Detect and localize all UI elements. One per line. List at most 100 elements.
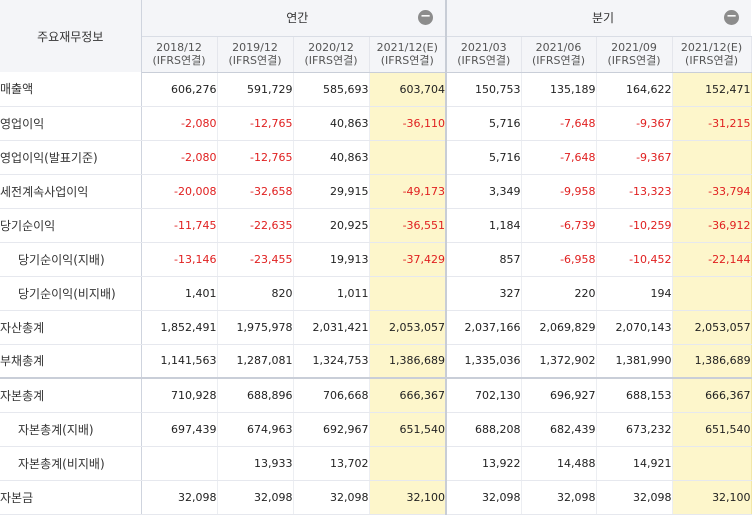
period-basis: (IFRS연결) <box>607 54 661 67</box>
period-header: 2019/12 (IFRS연결) <box>217 36 294 73</box>
row-label[interactable]: 자산총계 <box>0 310 142 345</box>
value-cell: 19,913 <box>293 242 370 277</box>
table-row: 자본총계(비지배) 13,933 13,702 13,922 14,488 14,921 <box>0 446 752 481</box>
row-label[interactable]: 당기순이익(비지배) <box>0 276 142 311</box>
table-row: 매출액 606,276 591,729 585,693 603,704 150,753 13… <box>0 72 752 107</box>
value-cell: 29,915 <box>293 174 370 209</box>
period-header: 2021/12(E) (IFRS연결) <box>369 36 447 73</box>
row-label[interactable]: 자본총계 <box>0 378 142 413</box>
row-label[interactable]: 자본금 <box>0 480 142 515</box>
row-label[interactable]: 당기순이익 <box>0 208 142 243</box>
value-cell: -36,912 <box>672 208 752 243</box>
value-cell: 13,702 <box>293 446 370 481</box>
collapse-quarterly-icon[interactable]: − <box>724 10 740 25</box>
value-cell: -7,648 <box>521 140 597 175</box>
row-label[interactable]: 부채총계 <box>0 344 142 379</box>
value-cell: -33,794 <box>672 174 752 209</box>
annual-group-label: 연간 <box>286 11 309 26</box>
value-cell: 13,933 <box>217 446 294 481</box>
value-cell: 32,098 <box>445 480 522 515</box>
period-date: 2021/12(E) <box>376 41 438 54</box>
value-cell: 14,921 <box>596 446 673 481</box>
value-cell: 1,975,978 <box>217 310 294 345</box>
value-cell: 651,540 <box>369 412 447 447</box>
value-cell: 1,141,563 <box>141 344 218 379</box>
value-cell: -31,215 <box>672 106 752 141</box>
value-cell: 666,367 <box>672 378 752 413</box>
value-cell: 673,232 <box>596 412 673 447</box>
value-cell: 651,540 <box>672 412 752 447</box>
value-cell: -22,635 <box>217 208 294 243</box>
table-row: 영업이익 -2,080 -12,765 40,863 -36,110 5,716 -7,64… <box>0 106 752 141</box>
collapse-annual-icon[interactable]: − <box>418 10 434 25</box>
row-label[interactable]: 매출액 <box>0 72 142 107</box>
period-basis: (IFRS연결) <box>685 54 739 67</box>
value-cell: 674,963 <box>217 412 294 447</box>
value-cell: -12,765 <box>217 106 294 141</box>
value-cell: -23,455 <box>217 242 294 277</box>
value-cell <box>369 446 447 481</box>
value-cell: 1,287,081 <box>217 344 294 379</box>
value-cell: 194 <box>596 276 673 311</box>
period-basis: (IFRS연결) <box>304 54 358 67</box>
period-date: 2019/12 <box>232 41 278 54</box>
value-cell: 1,386,689 <box>369 344 447 379</box>
period-header: 2021/09 (IFRS연결) <box>596 36 673 73</box>
value-cell: 585,693 <box>293 72 370 107</box>
value-cell: 40,863 <box>293 106 370 141</box>
value-cell: -10,259 <box>596 208 673 243</box>
value-cell: -12,765 <box>217 140 294 175</box>
value-cell <box>141 446 218 481</box>
value-cell: 706,668 <box>293 378 370 413</box>
row-label[interactable]: 당기순이익(지배) <box>0 242 142 277</box>
table-row: 당기순이익 -11,745 -22,635 20,925 -36,551 1,184 -6,… <box>0 208 752 243</box>
value-cell: 688,896 <box>217 378 294 413</box>
value-cell: -36,110 <box>369 106 447 141</box>
value-cell: 606,276 <box>141 72 218 107</box>
period-date: 2018/12 <box>156 41 202 54</box>
value-cell: -32,658 <box>217 174 294 209</box>
value-cell: -2,080 <box>141 106 218 141</box>
value-cell: -37,429 <box>369 242 447 277</box>
value-cell: 696,927 <box>521 378 597 413</box>
value-cell: -2,080 <box>141 140 218 175</box>
row-label[interactable]: 자본총계(지배) <box>0 412 142 447</box>
row-label[interactable]: 영업이익 <box>0 106 142 141</box>
value-cell: 1,372,902 <box>521 344 597 379</box>
value-cell: 1,386,689 <box>672 344 752 379</box>
row-label[interactable]: 자본총계(비지배) <box>0 446 142 481</box>
period-date: 2021/03 <box>460 41 507 54</box>
row-label[interactable]: 세전계속사업이익 <box>0 174 142 209</box>
period-date: 2021/09 <box>611 41 657 54</box>
value-cell: -6,739 <box>521 208 597 243</box>
value-cell <box>369 276 447 311</box>
value-cell: 820 <box>217 276 294 311</box>
value-cell: 5,716 <box>445 140 522 175</box>
value-cell: -6,958 <box>521 242 597 277</box>
value-cell: 1,852,491 <box>141 310 218 345</box>
table-row: 자산총계 1,852,491 1,975,978 2,031,421 2,053,057… <box>0 310 752 345</box>
value-cell: -9,367 <box>596 140 673 175</box>
value-cell: 5,716 <box>445 106 522 141</box>
value-cell: 688,153 <box>596 378 673 413</box>
value-cell: 32,100 <box>369 480 447 515</box>
period-basis: (IFRS연결) <box>532 54 586 67</box>
value-cell: 152,471 <box>672 72 752 107</box>
value-cell: 603,704 <box>369 72 447 107</box>
value-cell: 666,367 <box>369 378 447 413</box>
table-row: 당기순이익(비지배) 1,401 820 1,011 327 220 194 <box>0 276 752 311</box>
value-cell: 32,098 <box>293 480 370 515</box>
row-label[interactable]: 영업이익(발표기준) <box>0 140 142 175</box>
value-cell: -22,144 <box>672 242 752 277</box>
value-cell: -9,958 <box>521 174 597 209</box>
value-cell: 591,729 <box>217 72 294 107</box>
value-cell: 20,925 <box>293 208 370 243</box>
period-header: 2020/12 (IFRS연결) <box>293 36 370 73</box>
value-cell: 697,439 <box>141 412 218 447</box>
value-cell <box>672 276 752 311</box>
value-cell: 2,037,166 <box>445 310 522 345</box>
value-cell: -49,173 <box>369 174 447 209</box>
value-cell: 682,439 <box>521 412 597 447</box>
period-header: 2018/12 (IFRS연결) <box>141 36 218 73</box>
